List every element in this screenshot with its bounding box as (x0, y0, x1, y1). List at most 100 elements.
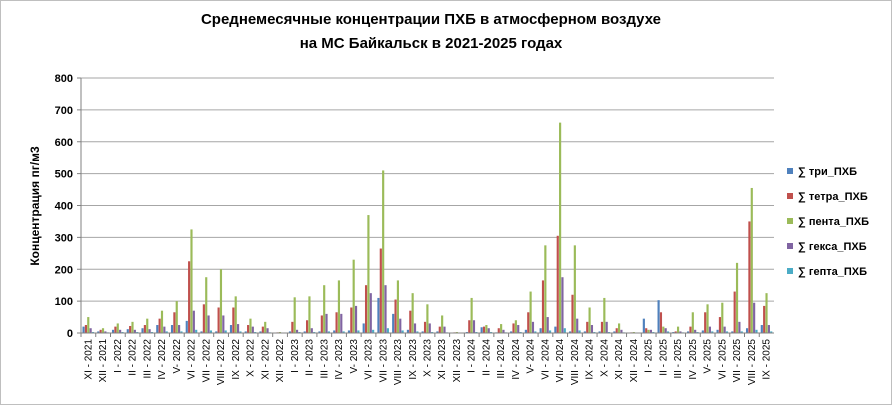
bar-5-31 (534, 331, 537, 333)
x-tick-label: XII - 2023 (452, 339, 463, 383)
bar-3-28 (485, 325, 488, 333)
bar-2-42 (689, 326, 692, 333)
bar-2-34 (571, 294, 574, 333)
bar-1-36 (598, 331, 601, 333)
bar-1-3 (111, 329, 115, 333)
bar-1-37 (613, 331, 616, 333)
bar-4-39 (649, 329, 653, 333)
legend: ∑ три_ПХБ ∑ тетра_ПХБ ∑ пента_ПХБ ∑ гекса_П… (787, 166, 869, 278)
bar-5-44 (725, 331, 729, 333)
bar-1-42 (687, 331, 690, 333)
bar-4-43 (708, 326, 711, 333)
bar-3-3 (116, 323, 119, 333)
y-tick-label: 400 (55, 201, 73, 213)
bar-3-33 (559, 122, 562, 333)
x-tick-label: II - 2025 (658, 339, 669, 376)
legend-swatch (787, 268, 793, 274)
bar-2-13 (261, 326, 264, 333)
bar-5-22 (401, 330, 404, 333)
x-tick-label: XI - 2023 (437, 339, 448, 380)
bar-3-32 (544, 245, 547, 333)
bar-2-30 (512, 323, 515, 333)
y-tick-label: 100 (55, 296, 73, 308)
bar-5-32 (548, 330, 552, 333)
x-tick-label: I - 2023 (290, 339, 301, 373)
bar-3-43 (706, 304, 709, 333)
bar-3-12 (249, 318, 252, 333)
bar-2-46 (748, 221, 751, 333)
bar-4-18 (340, 313, 343, 333)
bar-5-34 (578, 330, 581, 333)
bar-4-17 (325, 313, 328, 333)
bar-2-18 (335, 312, 338, 333)
y-tick-label: 0 (67, 328, 73, 340)
bar-4-7 (178, 325, 181, 333)
bar-1-6 (156, 325, 159, 333)
bar-3-24 (426, 304, 429, 333)
bar-5-46 (755, 329, 758, 333)
bar-2-6 (158, 318, 161, 333)
bar-2-11 (232, 307, 235, 333)
bar-2-17 (320, 315, 323, 333)
bar-5-17 (327, 331, 330, 333)
legend-swatch (787, 168, 793, 174)
bar-4-36 (605, 321, 608, 333)
bar-3-13 (264, 321, 267, 333)
bar-2-15 (291, 321, 294, 333)
bar-2-16 (306, 320, 309, 333)
bar-1-11 (229, 325, 233, 333)
y-tick-label: 600 (55, 137, 73, 149)
bar-2-39 (645, 328, 648, 333)
bar-2-37 (615, 328, 618, 333)
bar-2-28 (482, 326, 486, 333)
y-tick-label: 700 (55, 105, 73, 117)
x-tick-label: VII - 2025 (732, 339, 743, 383)
bar-1-24 (421, 331, 424, 333)
x-tick-label: I - 2022 (113, 339, 124, 373)
bar-2-7 (173, 312, 176, 333)
bar-5-45 (740, 331, 743, 333)
bar-1-39 (642, 318, 645, 333)
bar-1-17 (318, 331, 321, 333)
bar-1-31 (524, 329, 527, 333)
bar-5-10 (224, 330, 227, 333)
x-tick-label: IX - 2024 (585, 339, 596, 380)
bar-4-30 (517, 325, 520, 333)
x-tick-label: VII - 2023 (378, 339, 389, 383)
y-tick-label: 500 (55, 169, 73, 181)
bar-4-37 (620, 329, 623, 333)
bar-1-20 (362, 323, 365, 333)
bar-4-23 (413, 323, 417, 333)
bar-1-21 (377, 297, 380, 333)
x-tick-label: III - 2024 (496, 339, 507, 379)
bar-2-25 (438, 326, 441, 333)
x-tick-label: IV - 2025 (688, 339, 699, 380)
bar-1-12 (244, 331, 247, 333)
bar-1-1 (82, 326, 85, 333)
bar-2-1 (84, 325, 87, 333)
bar-4-10 (222, 315, 225, 333)
bar-1-7 (170, 325, 174, 333)
bar-3-47 (765, 293, 768, 333)
bar-5-7 (180, 331, 183, 333)
bar-2-45 (733, 291, 736, 333)
bar-1-28 (480, 327, 483, 333)
bar-3-19 (352, 259, 355, 333)
bar-5-40 (666, 331, 670, 333)
bar-3-2 (101, 328, 105, 333)
x-tick-label: II - 2022 (128, 339, 139, 376)
bar-5-43 (711, 331, 714, 333)
bar-4-46 (753, 302, 756, 333)
bar-3-21 (382, 170, 385, 333)
x-tick-label: XI - 2024 (614, 339, 625, 380)
bar-3-25 (441, 315, 444, 333)
y-tick-label: 200 (55, 264, 73, 276)
x-tick-label: VII - 2022 (201, 339, 212, 383)
x-tick-label: I - 2025 (644, 339, 655, 373)
x-tick-label: IX - 2025 (762, 339, 773, 380)
bar-4-47 (767, 325, 770, 333)
bar-4-44 (723, 326, 726, 333)
bar-3-6 (160, 310, 164, 333)
bar-3-18 (337, 280, 341, 333)
